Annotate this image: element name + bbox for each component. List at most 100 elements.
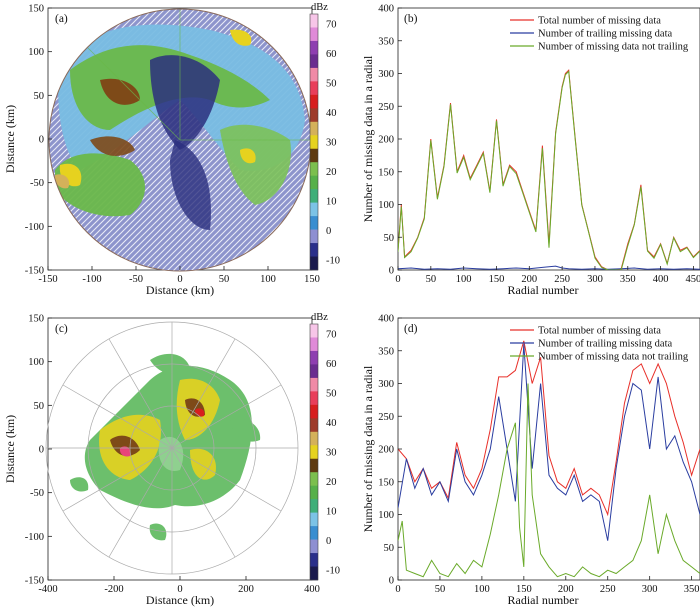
colorbar-swatch (310, 256, 318, 271)
x-axis-label: Radial number (508, 283, 579, 297)
x-tick-label: 350 (684, 584, 700, 595)
colorbar-swatch (310, 472, 318, 486)
colorbar-swatch (310, 512, 318, 527)
series-line-2 (398, 344, 700, 541)
colorbar-swatch (310, 189, 318, 203)
legend-b: Total number of missing data Number of tr… (510, 16, 689, 53)
colorbar-tick-label: -10 (326, 566, 340, 577)
colorbar-tick-label: 70 (326, 20, 337, 31)
x-tick-label: -50 (129, 274, 143, 285)
x-axis-label: Distance (km) (146, 593, 214, 607)
colorbar-swatch (310, 202, 318, 217)
y-tick-label: 350 (378, 346, 394, 357)
colorbar-swatch (310, 350, 318, 365)
colorbar-frame (309, 323, 319, 581)
x-tick-label: 250 (554, 274, 570, 285)
y-tick-label: 400 (378, 314, 394, 325)
colorbar-swatch (310, 404, 318, 419)
y-tick-label: 300 (378, 379, 394, 390)
x-axis-label: Radial number (508, 593, 579, 607)
colorbar-swatch (310, 324, 318, 338)
colorbar-tick-label: 40 (326, 418, 337, 429)
x-tick-label: 100 (260, 274, 276, 285)
x-tick-label: -150 (38, 274, 57, 285)
x-tick-label: 0 (177, 584, 182, 595)
y-tick-label: 250 (378, 412, 394, 423)
axes-d: 0 50 100 150 200 250 300 350 0 50 100 150 200 250 300 3… (361, 314, 699, 608)
legend-entry-3: Number of missing data not trailing (538, 352, 689, 363)
colorbar-tick-label: 10 (326, 197, 337, 208)
axes-b: 0 50 100 150 200 250 300 350 400 450 0 50 100 150 200 2… (361, 4, 700, 298)
x-tick-label: 350 (620, 274, 636, 285)
x-tick-label: -100 (82, 274, 101, 285)
colorbar-tick-label: 60 (326, 359, 337, 370)
x-tick-label: -200 (104, 584, 123, 595)
y-tick-label: -150 (25, 266, 44, 277)
y-tick-label: 150 (378, 167, 394, 178)
y-tick-label: -50 (30, 178, 44, 189)
y-tick-label: 50 (34, 91, 45, 102)
axes-c: -400 -200 0 200 400 150 100 50 0 -50 -100 -150 Dista… (3, 314, 320, 608)
colorbar-tick-label: -10 (326, 256, 340, 267)
y-tick-label: 0 (39, 445, 44, 456)
colorbar-tick-label: 40 (326, 108, 337, 119)
colorbar-swatch (310, 162, 318, 176)
y-tick-label: 50 (384, 233, 395, 244)
colorbar-swatch (310, 243, 318, 257)
y-tick-label: -100 (25, 222, 44, 233)
panel-label-c: (c) (55, 323, 68, 335)
axes-a: -150 -100 -50 0 50 100 150 150 100 50 0 -50 -100 -150… (3, 4, 320, 298)
x-tick-label: 300 (587, 274, 603, 285)
x-tick-label: 0 (395, 584, 400, 595)
radar-reflectivity-map-a (49, 9, 311, 271)
x-tick-label: 200 (521, 274, 537, 285)
colorbar-swatch (310, 539, 318, 554)
plot-area-d (398, 340, 700, 578)
panel-label-b: (b) (404, 13, 418, 25)
colorbar-swatch (310, 391, 318, 406)
colorbar-frame (309, 13, 319, 271)
legend-entry-2: Number of trailing missing data (538, 29, 672, 40)
x-tick-label: 450 (686, 274, 700, 285)
y-tick-label: 200 (378, 135, 394, 146)
x-tick-label: 400 (653, 274, 669, 285)
colorbar-swatch (310, 553, 318, 567)
x-tick-label: 200 (238, 584, 254, 595)
polar-grid-c (45, 321, 299, 575)
x-tick-label: 0 (177, 274, 182, 285)
y-tick-label: 0 (389, 576, 394, 587)
x-tick-label: 100 (456, 274, 472, 285)
colorbar-swatch (310, 485, 318, 500)
colorbar-swatch (310, 431, 318, 446)
legend-entry-1: Total number of missing data (538, 326, 661, 337)
series-line-3 (398, 70, 700, 270)
colorbar-tick-label: 20 (326, 167, 337, 178)
colorbar-swatch (310, 377, 318, 392)
y-tick-label: -50 (30, 488, 44, 499)
y-tick-label: 300 (378, 69, 394, 80)
colorbar-swatch (310, 499, 318, 513)
colorbar-swatch (310, 81, 318, 96)
plot-frame-b (397, 7, 700, 271)
legend-entry-1: Total number of missing data (538, 16, 661, 27)
y-tick-label: 100 (28, 357, 44, 368)
y-axis-label: Distance (km) (3, 415, 17, 483)
x-tick-label: 50 (219, 274, 230, 285)
colorbar-swatch (310, 445, 318, 460)
colorbar-swatch (310, 135, 318, 150)
colorbar-swatch (310, 175, 318, 190)
y-tick-label: 100 (378, 200, 394, 211)
y-axis-label: Number of missing data in a radial (361, 55, 375, 222)
colorbar-tick-label: 0 (326, 226, 331, 237)
x-tick-label: 100 (474, 584, 490, 595)
y-tick-label: 150 (28, 314, 44, 325)
colorbar-unit: dBz (311, 312, 328, 323)
colorbar-tick-label: 30 (326, 448, 337, 459)
y-tick-label: 50 (384, 543, 395, 554)
colorbar-tick-label: 20 (326, 477, 337, 488)
y-tick-label: 150 (378, 477, 394, 488)
colorbar-unit: dBz (311, 2, 328, 13)
colorbar-tick-label: 0 (326, 536, 331, 547)
colorbar-a: dBz 70 60 50 40 30 20 10 0 -10 (309, 2, 340, 271)
y-tick-label: 200 (378, 445, 394, 456)
